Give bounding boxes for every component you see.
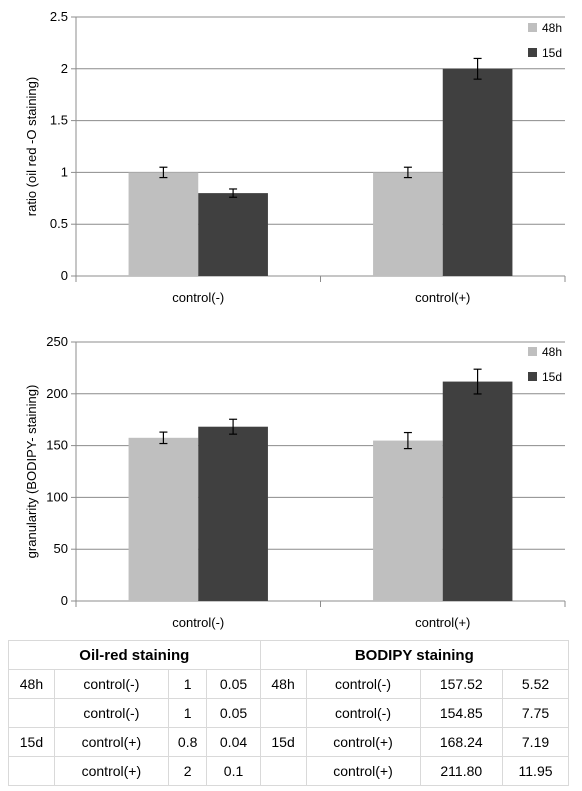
y-tick-label: 1 (61, 164, 68, 179)
table-cell (8, 756, 55, 786)
table-cell: 168.24 (419, 727, 504, 757)
y-axis-label: granularity (BODIPY- staining) (24, 385, 39, 559)
table-cell: 211.80 (419, 756, 504, 786)
y-tick-label: 1.5 (50, 113, 68, 128)
header-bodipy: BODIPY staining (259, 640, 570, 670)
y-axis-label: ratio (oil red -O staining) (24, 77, 39, 216)
table-cell: 1 (167, 669, 208, 699)
y-tick-label: 150 (46, 438, 68, 453)
bar-15d-control(-) (198, 426, 268, 601)
table-cell: 0.05 (206, 698, 261, 728)
legend-label-48h: 48h (542, 21, 562, 35)
x-category-label: control(-) (172, 615, 224, 630)
table-cell: 11.95 (502, 756, 569, 786)
bar-48h-control(-) (128, 172, 199, 276)
table-cell: 1 (167, 698, 208, 728)
bar-15d-control(-) (198, 193, 268, 276)
table-cell: 15d (259, 727, 307, 757)
table-cell: control(-) (53, 698, 169, 728)
table-row: 15d control(+) 0.8 0.04 15d control(+) 1… (8, 727, 569, 757)
table-cell: 48h (259, 669, 307, 699)
legend-label-48h: 48h (542, 345, 562, 359)
table-cell: 7.19 (502, 727, 569, 757)
y-tick-label: 0 (61, 593, 68, 608)
legend-label-15d: 15d (542, 370, 562, 384)
legend-swatch-15d (528, 372, 537, 381)
y-tick-label: 2.5 (50, 9, 68, 24)
table-cell (259, 698, 307, 728)
table-cell: control(+) (53, 756, 169, 786)
table-row: 48h control(-) 1 0.05 48h control(-) 157… (8, 669, 569, 699)
table-cell (8, 698, 55, 728)
table-cell: 0.04 (206, 727, 261, 757)
table-cell: 2 (167, 756, 208, 786)
y-tick-label: 100 (46, 489, 68, 504)
y-tick-label: 0 (61, 268, 68, 283)
y-tick-label: 250 (46, 334, 68, 349)
table-cell: 157.52 (419, 669, 504, 699)
table-cell: 48h (8, 669, 55, 699)
legend-label-15d: 15d (542, 46, 562, 60)
stats-table: Oil-red staining BODIPY staining 48h con… (8, 640, 570, 786)
bar-48h-control(+) (373, 172, 443, 276)
oil-red-chart: 0 0.5 1 1.5 2 2.5 control(-) control(+) ratio (o… (24, 9, 566, 305)
table-row: control(-) 1 0.05 control(-) 154.85 7.75 (8, 698, 569, 728)
table-row: control(+) 2 0.1 control(+) 211.80 11.95 (8, 756, 569, 786)
table-cell: 0.05 (206, 669, 261, 699)
table-cell: 154.85 (419, 698, 504, 728)
bodipy-chart: 0 50 100 150 200 250 control(-) control(+) granu… (24, 334, 566, 630)
y-tick-label: 2 (61, 61, 68, 76)
table-cell: control(+) (305, 756, 421, 786)
bar-48h-control(+) (373, 440, 443, 601)
y-tick-label: 200 (46, 386, 68, 401)
x-category-label: control(-) (172, 290, 224, 305)
table-cell: 5.52 (502, 669, 569, 699)
table-cell: 0.8 (167, 727, 208, 757)
legend-swatch-48h (528, 347, 537, 356)
y-tick-label: 0.5 (50, 216, 68, 231)
table-cell: 0.1 (206, 756, 261, 786)
y-tick-label: 50 (54, 541, 68, 556)
table-header-row: Oil-red staining BODIPY staining (8, 640, 570, 670)
table-cell: control(-) (305, 669, 421, 699)
x-category-label: control(+) (415, 290, 470, 305)
table-cell: control(+) (305, 727, 421, 757)
table-cell: control(-) (305, 698, 421, 728)
legend-swatch-15d (528, 48, 537, 57)
header-oil-red: Oil-red staining (8, 640, 261, 670)
legend-swatch-48h (528, 23, 537, 32)
table-cell: control(-) (53, 669, 169, 699)
bar-15d-control(+) (442, 381, 513, 601)
table-cell: control(+) (53, 727, 169, 757)
table-cell (259, 756, 307, 786)
bar-15d-control(+) (442, 68, 513, 276)
x-category-label: control(+) (415, 615, 470, 630)
table-cell: 15d (8, 727, 55, 757)
bar-48h-control(-) (128, 437, 199, 601)
table-cell: 7.75 (502, 698, 569, 728)
